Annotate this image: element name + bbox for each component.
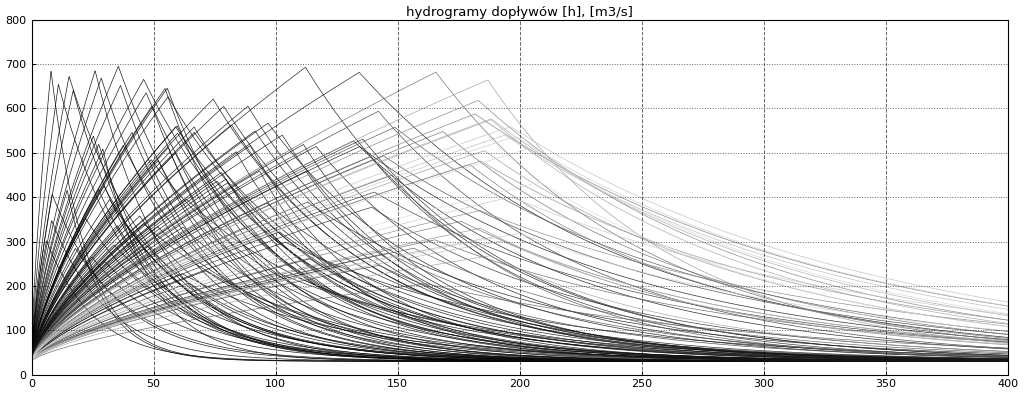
Title: hydrogramy dopływów [h], [m3/s]: hydrogramy dopływów [h], [m3/s] <box>407 6 633 19</box>
